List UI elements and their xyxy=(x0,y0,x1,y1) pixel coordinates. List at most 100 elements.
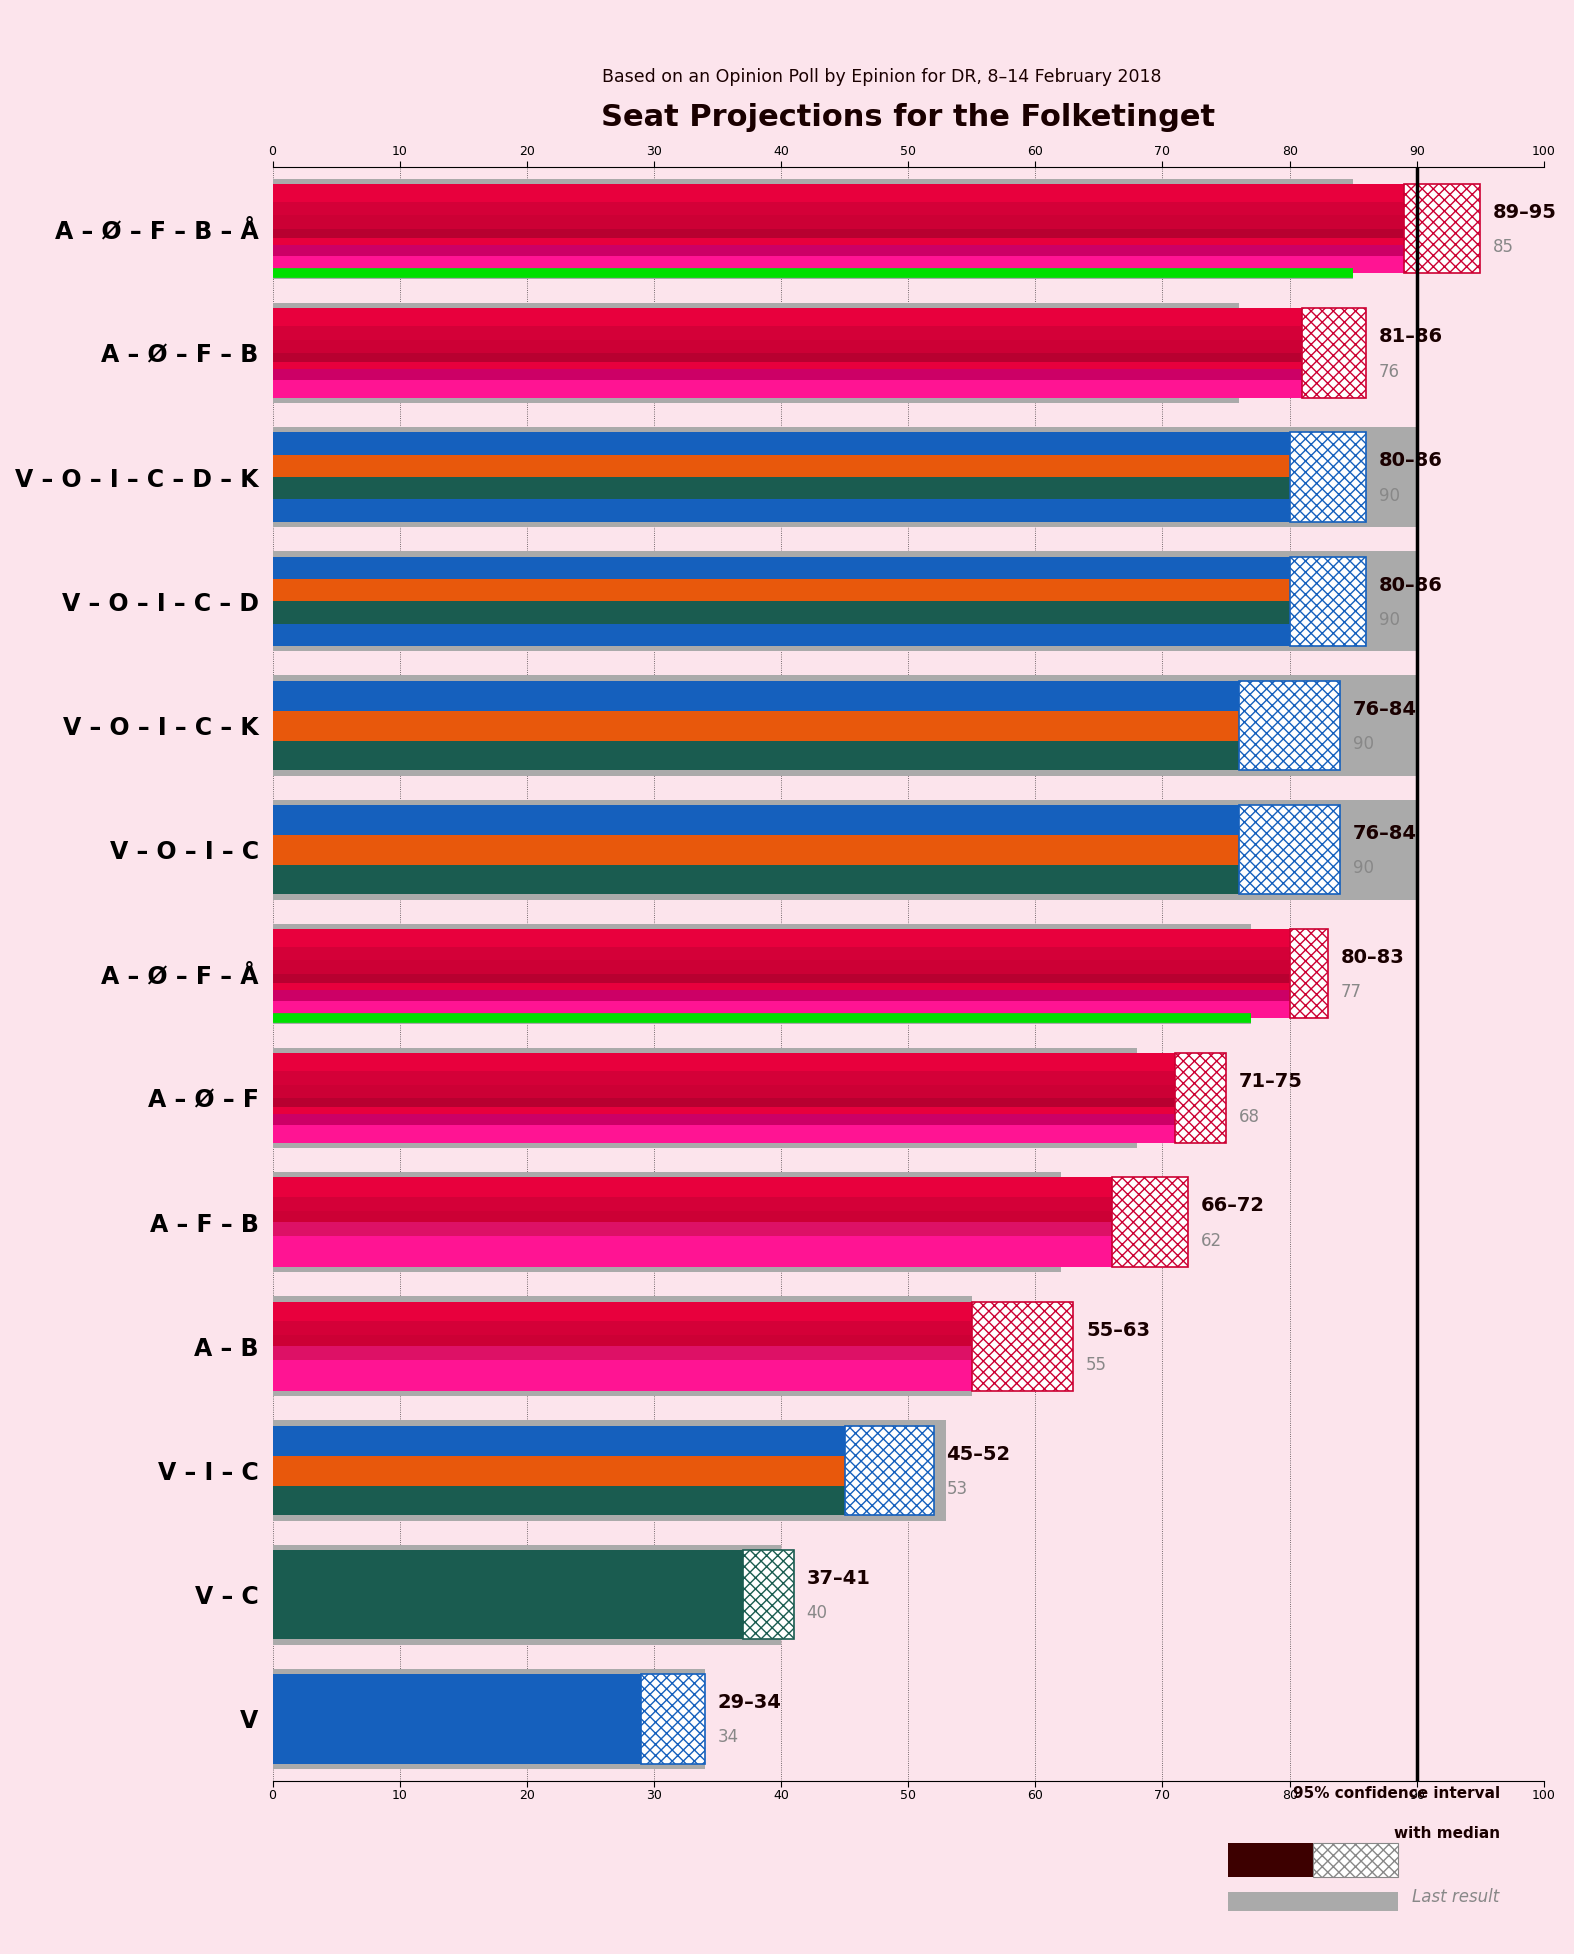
Text: 85: 85 xyxy=(1494,238,1514,256)
Bar xyxy=(272,477,1366,500)
Text: 55: 55 xyxy=(1086,1356,1107,1374)
Text: 66–72: 66–72 xyxy=(1201,1196,1264,1215)
Bar xyxy=(272,948,1328,959)
Text: 40: 40 xyxy=(806,1604,828,1622)
Text: 81–86: 81–86 xyxy=(1379,328,1443,346)
Text: 90: 90 xyxy=(1354,860,1374,877)
Text: 55–63: 55–63 xyxy=(1086,1321,1151,1340)
Text: Based on an Opinion Poll by Epinion for DR, 8–14 February 2018: Based on an Opinion Poll by Epinion for … xyxy=(601,68,1162,86)
Bar xyxy=(1289,432,1366,522)
Bar xyxy=(1302,309,1366,399)
Bar xyxy=(272,991,1328,1000)
Text: 76–84: 76–84 xyxy=(1354,700,1417,719)
Text: 37–41: 37–41 xyxy=(806,1569,870,1589)
Bar xyxy=(641,1675,705,1764)
Bar xyxy=(272,551,1417,651)
Bar xyxy=(272,928,1328,948)
Bar xyxy=(272,1360,1073,1391)
Bar xyxy=(272,1346,1073,1360)
Bar xyxy=(272,676,1417,776)
Bar xyxy=(1289,928,1328,1018)
Bar xyxy=(1239,805,1341,895)
Bar xyxy=(1111,1178,1188,1266)
Bar xyxy=(1289,432,1366,522)
Bar xyxy=(272,303,1239,403)
Bar xyxy=(1302,309,1366,399)
Bar xyxy=(1239,680,1341,770)
Text: Last result: Last result xyxy=(1412,1888,1500,1905)
Bar xyxy=(272,184,1481,201)
Bar xyxy=(1176,1053,1226,1143)
Text: 34: 34 xyxy=(718,1729,738,1747)
Bar xyxy=(272,1544,781,1645)
Bar xyxy=(272,1426,933,1456)
Bar xyxy=(272,201,1481,215)
Bar xyxy=(272,1114,1226,1126)
Bar xyxy=(1239,680,1341,770)
Bar xyxy=(272,428,1417,528)
Bar xyxy=(272,741,1341,770)
Bar xyxy=(272,1235,1188,1266)
Text: 90: 90 xyxy=(1354,735,1374,752)
Bar xyxy=(272,924,1251,1024)
Bar xyxy=(272,983,1328,991)
Bar xyxy=(272,309,1366,326)
Bar xyxy=(1289,928,1328,1018)
Bar xyxy=(272,1178,1188,1198)
Bar xyxy=(272,354,1366,361)
Bar xyxy=(272,711,1341,741)
Bar xyxy=(272,340,1366,354)
Text: 89–95: 89–95 xyxy=(1494,203,1557,223)
Bar xyxy=(272,369,1366,379)
Bar xyxy=(272,799,1417,899)
Bar xyxy=(1289,557,1366,647)
Text: 68: 68 xyxy=(1239,1108,1259,1126)
Bar xyxy=(272,1071,1226,1084)
Bar xyxy=(1313,1843,1398,1878)
Bar xyxy=(272,1456,933,1485)
Bar xyxy=(272,1084,1226,1098)
Bar xyxy=(272,1485,933,1514)
Title: Seat Projections for the Folketinget: Seat Projections for the Folketinget xyxy=(601,104,1215,133)
Text: 80–86: 80–86 xyxy=(1379,451,1442,471)
Text: 90: 90 xyxy=(1379,612,1399,629)
Bar xyxy=(1228,1891,1398,1911)
Bar xyxy=(272,1106,1226,1114)
Bar xyxy=(272,834,1341,866)
Text: 76–84: 76–84 xyxy=(1354,825,1417,842)
Bar xyxy=(272,229,1481,238)
Bar xyxy=(272,680,1341,711)
Bar xyxy=(1313,1843,1398,1878)
Bar xyxy=(845,1426,933,1514)
Bar xyxy=(971,1301,1073,1391)
Bar xyxy=(272,805,1341,834)
Bar xyxy=(1111,1178,1188,1266)
Bar xyxy=(1404,184,1481,274)
Text: 90: 90 xyxy=(1379,487,1399,504)
Bar xyxy=(272,361,1366,369)
Bar xyxy=(272,578,1366,602)
Text: 76: 76 xyxy=(1379,363,1399,381)
Bar xyxy=(272,1172,1061,1272)
Bar xyxy=(272,1126,1226,1143)
Text: 62: 62 xyxy=(1201,1231,1221,1251)
Bar xyxy=(272,1211,1188,1221)
Bar xyxy=(272,215,1481,229)
Text: 80–83: 80–83 xyxy=(1341,948,1404,967)
Bar xyxy=(272,1669,705,1768)
Bar xyxy=(272,432,1366,455)
Bar xyxy=(272,866,1341,895)
Bar xyxy=(1228,1843,1313,1878)
Bar xyxy=(272,1421,946,1520)
Bar xyxy=(272,623,1366,647)
Bar xyxy=(1289,557,1366,647)
Bar xyxy=(272,602,1366,623)
Bar xyxy=(272,500,1366,522)
Bar xyxy=(971,1301,1073,1391)
Text: with median: with median xyxy=(1393,1827,1500,1841)
Bar xyxy=(272,1335,1073,1346)
Bar xyxy=(743,1550,793,1639)
Text: 53: 53 xyxy=(946,1479,968,1499)
Bar xyxy=(1176,1053,1226,1143)
Bar xyxy=(272,973,1328,983)
